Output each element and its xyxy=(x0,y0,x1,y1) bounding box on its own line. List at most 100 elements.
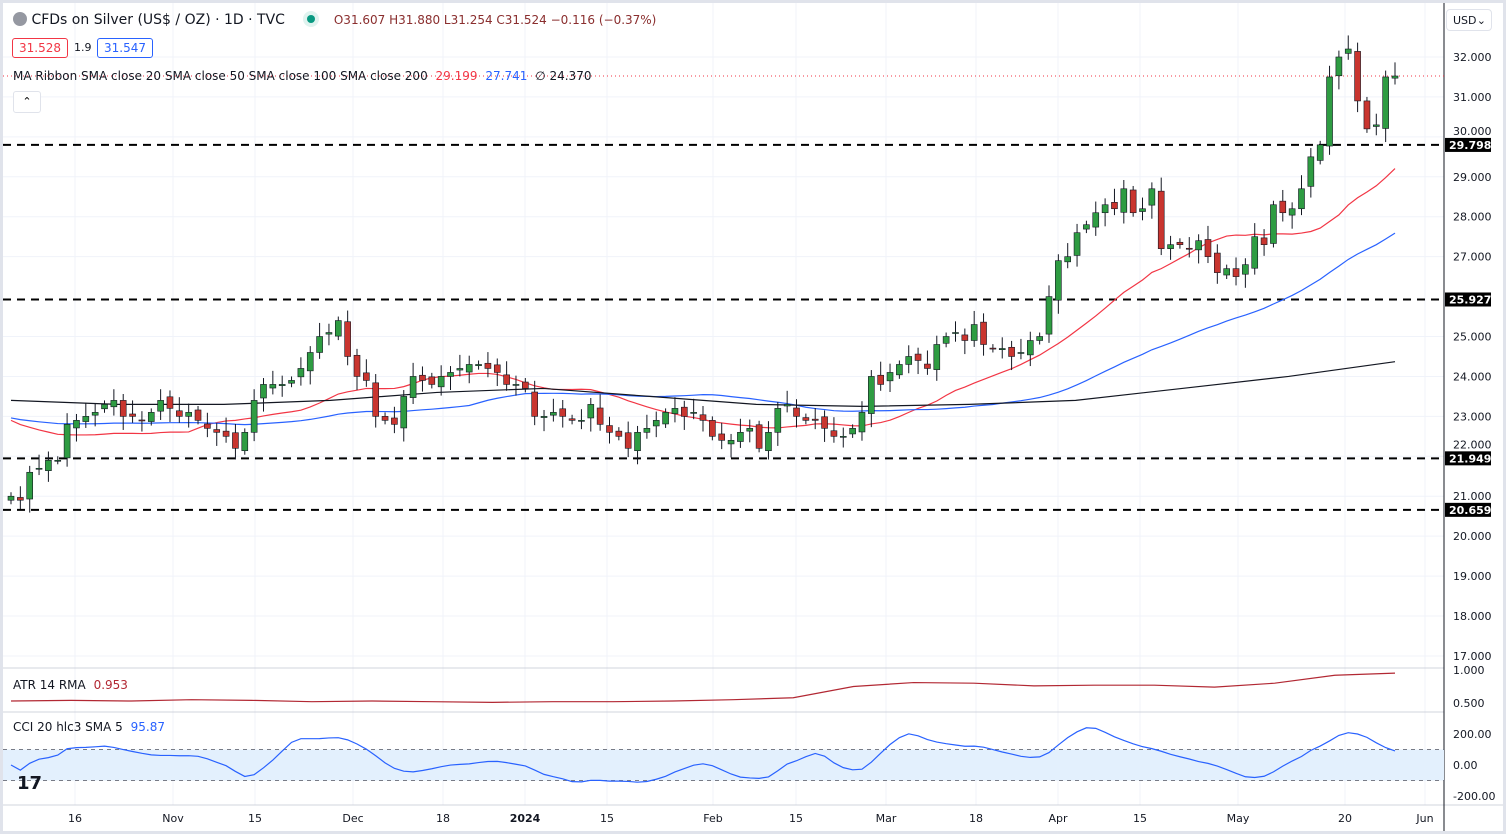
candle-body xyxy=(82,416,90,422)
candle-body xyxy=(774,408,782,433)
price-tick-label: 27.000 xyxy=(1453,251,1492,264)
time-axis-label: 15 xyxy=(789,812,803,825)
currency-label: USD xyxy=(1453,14,1477,27)
candle-body xyxy=(886,372,894,382)
candle-body xyxy=(166,396,174,409)
time-axis-label: 15 xyxy=(1133,812,1147,825)
candle-body xyxy=(1185,247,1193,250)
candle-body xyxy=(465,364,473,373)
chevron-up-icon: ⌃ xyxy=(22,95,32,108)
ma-ribbon-legend[interactable]: MA Ribbon SMA close 20 SMA close 50 SMA … xyxy=(13,69,591,83)
candle-body xyxy=(176,410,183,417)
candle-body xyxy=(381,416,389,421)
candle-body xyxy=(531,391,538,417)
candle-body xyxy=(447,372,454,377)
candle-body xyxy=(363,372,370,381)
candle-body xyxy=(306,352,314,372)
candle-body xyxy=(17,497,24,501)
candle-body xyxy=(924,363,931,369)
candle-body xyxy=(989,347,997,350)
cci-tick-label: 200.00 xyxy=(1453,728,1492,741)
price-tick-label: 25.000 xyxy=(1453,331,1492,344)
sell-price-button[interactable]: 31.528 xyxy=(12,38,68,58)
spread-value: 1.9 xyxy=(74,41,92,54)
candle-body xyxy=(157,400,164,412)
candle-body xyxy=(101,404,108,410)
ma50-value: 27.741 xyxy=(485,69,528,83)
candle-body xyxy=(896,364,903,376)
candle-body xyxy=(185,412,192,417)
price-tick-label: 22.000 xyxy=(1453,438,1492,451)
level-price-label: 20.659 xyxy=(1449,504,1491,517)
level-price-tag xyxy=(1445,292,1491,307)
candle-body xyxy=(1167,244,1174,249)
candle-body xyxy=(204,423,211,429)
candle-body xyxy=(559,408,567,417)
ma-ribbon-label: MA Ribbon SMA close 20 SMA close 50 SMA … xyxy=(13,69,428,83)
atr-line xyxy=(10,672,1396,703)
time-axis-label: Dec xyxy=(342,812,363,825)
tradingview-logo[interactable]: 17 xyxy=(17,773,43,794)
candle-body xyxy=(213,429,221,433)
collapse-legend-button[interactable]: ⌃ xyxy=(13,91,41,113)
level-price-tag xyxy=(1445,502,1491,517)
price-tick-label: 28.000 xyxy=(1453,211,1492,224)
candle-body xyxy=(419,374,426,381)
level-price-tag xyxy=(1445,451,1491,466)
level-price-label: 21.949 xyxy=(1449,452,1491,465)
candle-body xyxy=(400,396,408,429)
ohlc-values: O31.607 H31.880 L31.254 C31.524 −0.116 (… xyxy=(333,13,657,27)
candle-body xyxy=(933,344,941,370)
ma100-value: ∅ xyxy=(535,69,546,83)
price-tick-label: 18.000 xyxy=(1453,610,1492,623)
time-axis-label: May xyxy=(1227,812,1250,825)
market-open-icon xyxy=(307,15,316,23)
candle-body xyxy=(503,374,510,385)
candle-body xyxy=(1157,190,1165,249)
time-axis-label: 15 xyxy=(600,812,614,825)
chevron-down-icon: ⌄ xyxy=(1476,14,1486,27)
candle-body xyxy=(194,409,202,421)
candle-body xyxy=(952,332,959,334)
candle-body xyxy=(260,384,267,399)
candle-body xyxy=(1251,236,1259,269)
candle-body xyxy=(1335,56,1343,77)
price-chart[interactable]: 32.000 31.000 30.000 29.000 28.000 27.000 25.0… xyxy=(3,3,1503,831)
buy-price-button[interactable]: 31.547 xyxy=(97,38,153,58)
silver-logo-icon xyxy=(13,12,27,26)
cci-label: CCI 20 hlc3 SMA 5 xyxy=(13,720,123,734)
symbol-title: CFDs on Silver (US$ / OZ) · 1D · TVC xyxy=(31,12,285,28)
cci-line xyxy=(10,727,1396,783)
time-axis-label: Nov xyxy=(162,812,184,825)
time-axis-label: 15 xyxy=(248,812,262,825)
candle-body xyxy=(493,364,501,373)
candle-body xyxy=(1232,268,1240,277)
candle-body xyxy=(1298,188,1305,210)
candle-body xyxy=(568,418,576,421)
candle-body xyxy=(680,406,688,417)
currency-select[interactable]: USD ⌄ xyxy=(1446,9,1492,31)
candle-body xyxy=(839,436,847,438)
time-axis-label: 16 xyxy=(68,812,82,825)
time-axis-label: 2024 xyxy=(510,812,541,825)
price-tick-label: 31.000 xyxy=(1453,91,1492,104)
candle-body xyxy=(905,356,913,365)
time-axis-label: 18 xyxy=(436,812,450,825)
candle-body xyxy=(7,495,15,501)
ma200-value: 24.370 xyxy=(549,69,592,83)
candle-body xyxy=(1307,156,1315,187)
candle-body xyxy=(512,384,520,386)
candle-body xyxy=(119,400,127,417)
price-tick-label: 19.000 xyxy=(1453,570,1492,583)
candle-body xyxy=(970,324,978,341)
candle-body xyxy=(727,440,735,445)
candle-body xyxy=(942,336,950,344)
candle-body xyxy=(821,416,828,429)
candle-body xyxy=(624,432,632,449)
candle-body xyxy=(288,380,295,384)
candle-body xyxy=(522,381,529,389)
candle-body xyxy=(849,428,856,435)
candle-body xyxy=(1214,252,1221,273)
candle-body xyxy=(1148,188,1156,206)
candle-body xyxy=(250,400,258,433)
